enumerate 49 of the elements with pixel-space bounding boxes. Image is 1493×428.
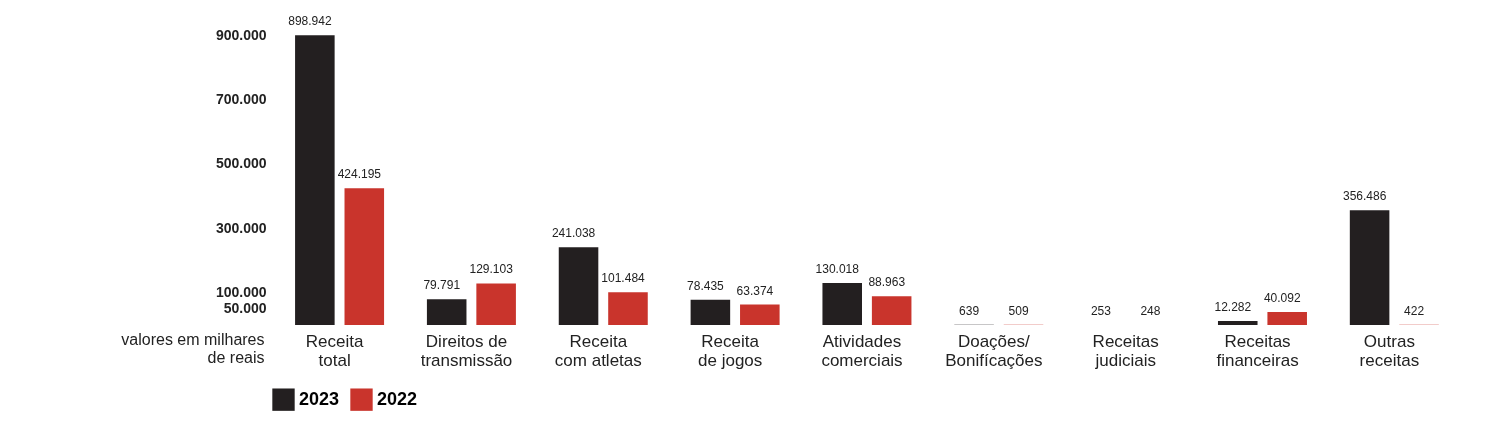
data-label: 88.963: [868, 275, 906, 290]
legend-label: 2022: [377, 388, 418, 409]
bar: [344, 188, 385, 325]
bar: [608, 292, 648, 325]
x-tick-label: Direitos de transmissão: [420, 331, 513, 370]
data-label: 509: [1008, 303, 1029, 318]
data-label: 248: [1140, 303, 1161, 318]
y-axis-title: valores em milhares de reais: [121, 330, 265, 366]
bar: [426, 299, 467, 325]
data-label: 241.038: [551, 226, 596, 241]
data-label: 130.018: [815, 262, 860, 277]
y-tick-label: 900.000: [215, 26, 267, 43]
data-label: 356.486: [1342, 189, 1387, 204]
legend-label: 2023: [299, 388, 340, 409]
data-label: 253: [1090, 303, 1112, 318]
bar: [740, 304, 780, 325]
data-label: 63.374: [736, 283, 774, 298]
data-label: 101.484: [601, 271, 646, 286]
x-tick-label: Atividades comerciais: [821, 331, 903, 370]
y-tick-label: 50.000: [223, 300, 267, 317]
data-label: 40.092: [1263, 291, 1301, 306]
bar: [1267, 312, 1307, 325]
x-tick-label: Receitas judiciais: [1092, 331, 1159, 370]
data-label: 78.435: [687, 278, 725, 293]
data-label: 422: [1404, 303, 1425, 318]
bar: [476, 283, 516, 325]
y-tick-label: 700.000: [215, 90, 267, 107]
bar: [295, 35, 335, 325]
bar: [1349, 210, 1390, 325]
bar: [822, 283, 862, 325]
data-label: 12.282: [1214, 300, 1252, 315]
bar: [558, 247, 599, 325]
x-tick-label: Doações/ Bonifícações: [945, 331, 1043, 370]
bar: [690, 299, 731, 325]
x-tick-label: Receitas financeiras: [1216, 331, 1299, 370]
x-tick-label: Outras receitas: [1359, 331, 1420, 370]
x-tick-label: Receita total: [305, 331, 364, 370]
x-tick-label: Receita com atletas: [554, 331, 642, 370]
data-label: 129.103: [469, 262, 514, 277]
data-label: 898.942: [288, 14, 332, 29]
y-tick-label: 100.000: [215, 284, 267, 301]
data-label: 639: [959, 303, 980, 318]
bar: [1217, 321, 1258, 325]
y-tick-label: 300.000: [215, 219, 267, 236]
x-tick-label: Receita de jogos: [698, 331, 763, 370]
y-tick-label: 500.000: [215, 155, 267, 172]
data-label: 424.195: [337, 167, 382, 182]
bar: [871, 296, 912, 325]
data-label: 79.791: [423, 278, 461, 293]
